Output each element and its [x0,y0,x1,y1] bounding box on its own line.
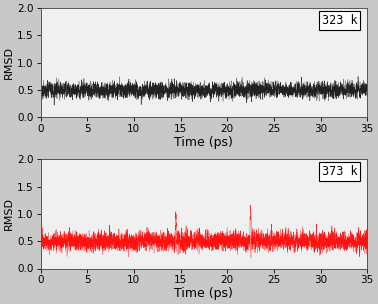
X-axis label: Time (ps): Time (ps) [174,136,233,149]
Y-axis label: RMSD: RMSD [4,46,14,79]
Text: 323 k: 323 k [322,14,358,27]
X-axis label: Time (ps): Time (ps) [174,287,233,300]
Text: 373 k: 373 k [322,165,358,178]
Y-axis label: RMSD: RMSD [4,198,14,230]
